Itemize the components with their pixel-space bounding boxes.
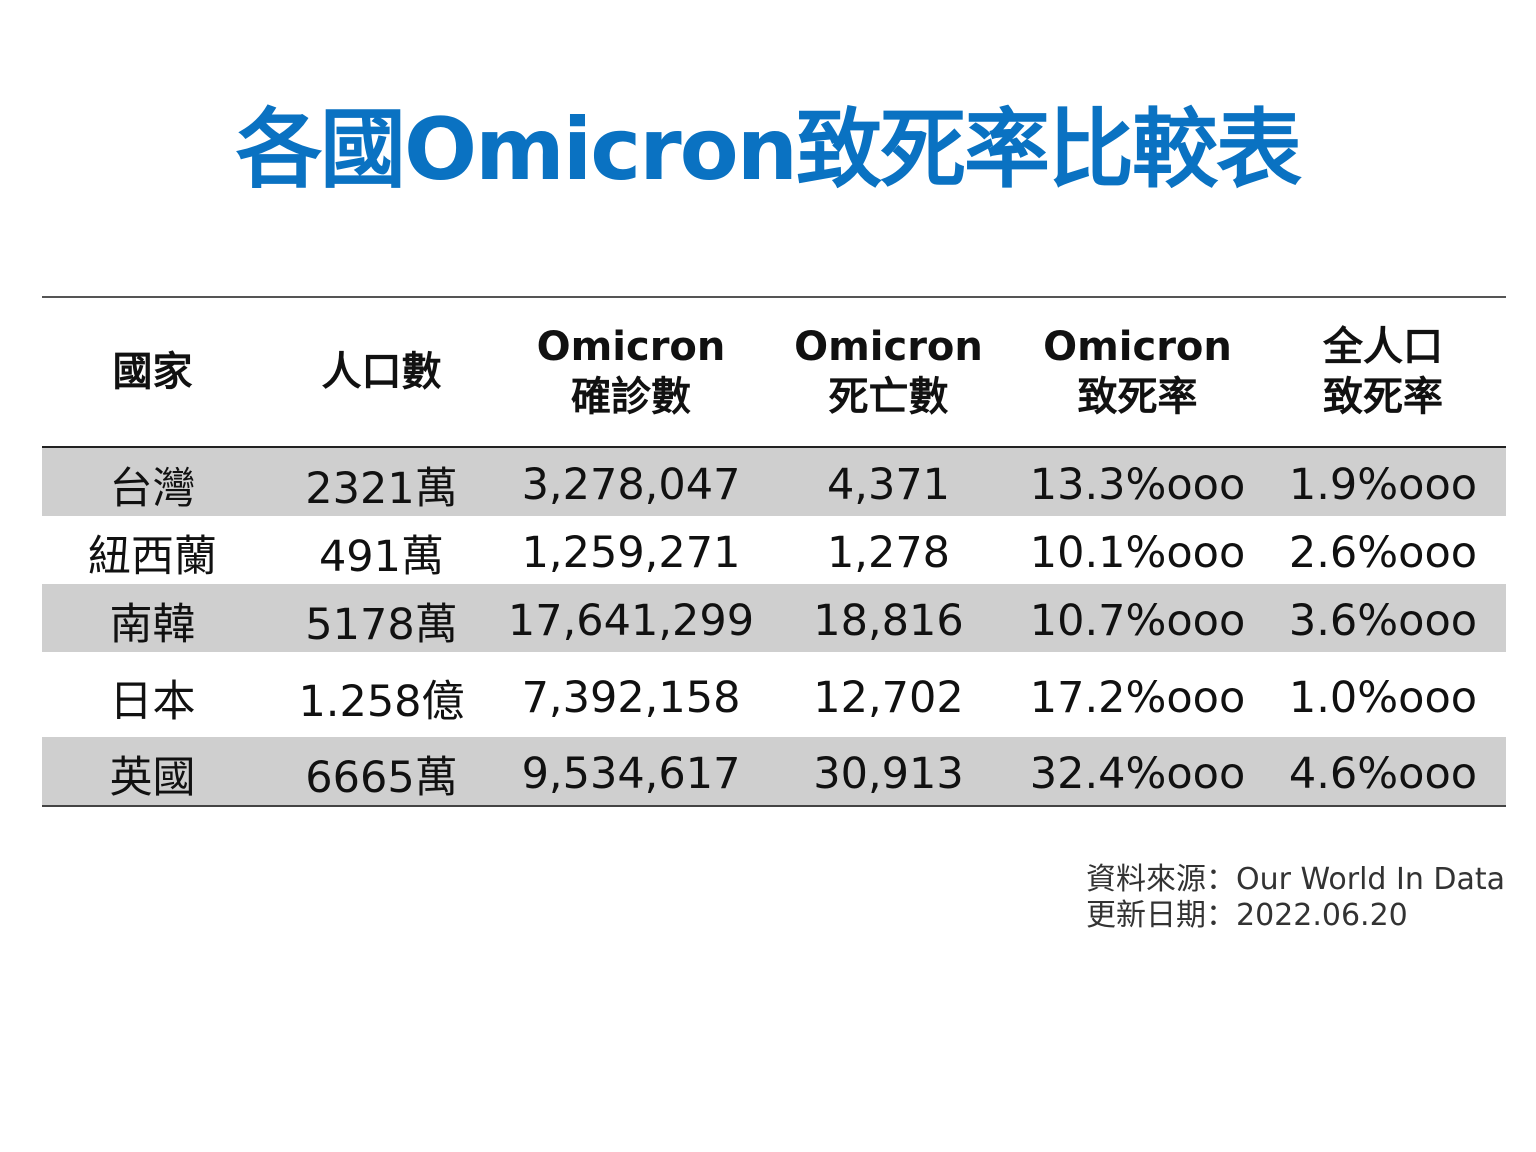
column-header-line: 全人口 bbox=[1323, 324, 1443, 370]
table-header-row: 國家 人口數 Omicron 確診數 Omicron 死亡數 Omicron 致死率 全人口 致死… bbox=[42, 296, 1506, 448]
table-cell: 2.6%ooo bbox=[1288, 528, 1478, 578]
column-header-line: 致死率 bbox=[1323, 374, 1443, 420]
update-date-line: 更新日期：2022.06.20 bbox=[1086, 898, 1408, 933]
table-cell: 17.2%ooo bbox=[1029, 672, 1246, 723]
table-row: 台灣 2321萬 3,278,047 4,371 13.3%ooo 1.9%ooo bbox=[42, 447, 1506, 516]
table-row: 日本 1.258億 7,392,158 12,702 17.2%ooo 1.0%ooo bbox=[42, 652, 1506, 737]
column-header-line: Omicron bbox=[536, 324, 726, 370]
column-header: Omicron 死亡數 bbox=[762, 296, 1015, 448]
column-header: 國家 bbox=[42, 296, 263, 448]
table-cell: 2321萬 bbox=[263, 447, 500, 516]
table-cell: 英國 bbox=[42, 737, 263, 807]
table-cell: 日本 bbox=[109, 676, 196, 727]
table-cell: 4,371 bbox=[762, 447, 1015, 516]
column-header-line: 國家 bbox=[112, 349, 193, 395]
table-cell: 4.6%ooo bbox=[1260, 737, 1506, 807]
table-cell: 台灣 bbox=[42, 447, 263, 516]
column-header: 全人口 致死率 bbox=[1260, 296, 1506, 448]
table-cell: 30,913 bbox=[762, 737, 1015, 807]
table-cell: 3.6%ooo bbox=[1260, 584, 1506, 652]
table-cell: 9,534,617 bbox=[500, 737, 762, 807]
table-cell: 10.1%ooo bbox=[1029, 528, 1246, 578]
column-header: Omicron 確診數 bbox=[500, 296, 762, 448]
table-cell: 18,816 bbox=[762, 584, 1015, 652]
table-cell: 1,278 bbox=[826, 528, 951, 578]
column-header-line: Omicron bbox=[794, 324, 983, 370]
column-header: 人口數 bbox=[263, 296, 500, 448]
table-cell: 491萬 bbox=[318, 532, 445, 582]
column-header-line: 死亡數 bbox=[828, 374, 949, 420]
table-cell: 17,641,299 bbox=[500, 584, 762, 652]
table-cell: 7,392,158 bbox=[521, 672, 741, 723]
table-cell: 3,278,047 bbox=[500, 447, 762, 516]
table-row: 英國 6665萬 9,534,617 30,913 32.4%ooo 4.6%ooo bbox=[42, 737, 1506, 807]
source-line: 資料來源：Our World In Data bbox=[1086, 862, 1506, 897]
table-cell: 1.0%ooo bbox=[1288, 672, 1478, 723]
table-cell: 5178萬 bbox=[263, 584, 500, 652]
column-header-line: 致死率 bbox=[1077, 374, 1198, 420]
column-header-line: Omicron bbox=[1043, 324, 1232, 370]
table-cell: 13.3%ooo bbox=[1015, 447, 1260, 516]
table-cell: 1.258億 bbox=[298, 676, 465, 727]
table-cell: 10.7%ooo bbox=[1015, 584, 1260, 652]
table-cell: 南韓 bbox=[42, 584, 263, 652]
table-cell: 12,702 bbox=[813, 672, 964, 723]
table-cell: 1,259,271 bbox=[521, 528, 741, 578]
comparison-table: 國家 人口數 Omicron 確診數 Omicron 死亡數 Omicron 致死率 全人口 致死… bbox=[42, 296, 1506, 807]
table-cell: 6665萬 bbox=[263, 737, 500, 807]
page-title: 各國Omicron致死率比較表 bbox=[236, 100, 1302, 200]
table-cell: 1.9%ooo bbox=[1260, 447, 1506, 516]
column-header-line: 確診數 bbox=[571, 374, 691, 420]
table-row: 紐西蘭 491萬 1,259,271 1,278 10.1%ooo 2.6%ooo bbox=[42, 516, 1506, 584]
table-cell: 紐西蘭 bbox=[88, 532, 217, 582]
table-cell: 32.4%ooo bbox=[1015, 737, 1260, 807]
table-row: 南韓 5178萬 17,641,299 18,816 10.7%ooo 3.6%ooo bbox=[42, 584, 1506, 652]
column-header: Omicron 致死率 bbox=[1015, 296, 1260, 448]
source-note: 資料來源：Our World In Data 更新日期：2022.06.20 bbox=[1086, 862, 1505, 934]
column-header-line: 人口數 bbox=[321, 349, 442, 395]
